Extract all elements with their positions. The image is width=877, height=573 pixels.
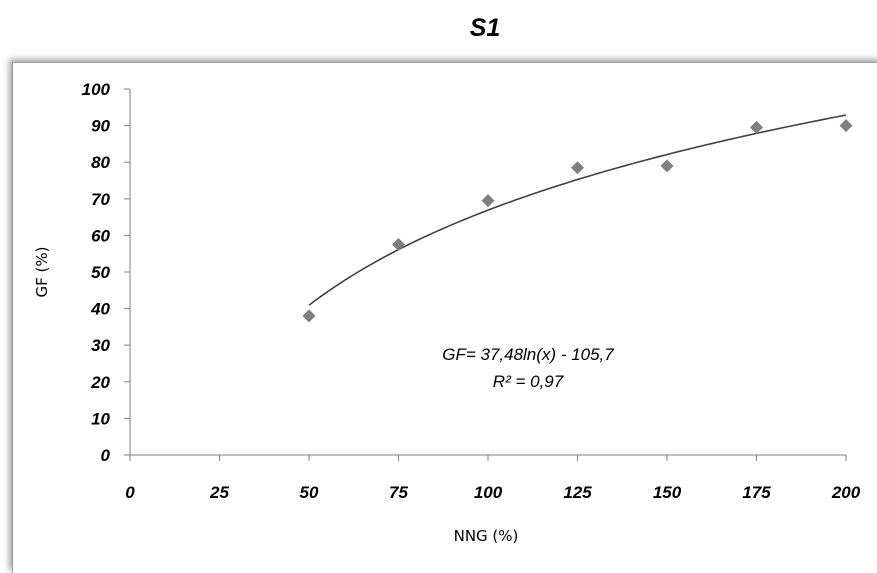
data-point xyxy=(571,161,584,175)
y-tick-label: 50 xyxy=(91,263,110,282)
y-tick-label: 40 xyxy=(90,300,110,319)
chart-frame xyxy=(12,62,877,573)
x-tick-label: 175 xyxy=(742,483,771,502)
chart: 0 10 20 30 40 50 60 70 80 90 100 0 25 50 75 100 125 150 1… xyxy=(33,80,861,545)
x-tick-label: 0 xyxy=(125,483,135,502)
y-tick-label: 10 xyxy=(91,409,110,428)
x-tick-label: 150 xyxy=(653,483,682,502)
x-tick-labels: 0 25 50 75 100 125 150 175 200 xyxy=(125,483,860,502)
y-tick-label: 80 xyxy=(91,153,110,172)
data-point xyxy=(660,159,674,173)
y-tick-label: 20 xyxy=(90,373,110,392)
axes xyxy=(124,88,847,461)
x-tick-label: 25 xyxy=(209,483,229,502)
data-point xyxy=(839,119,853,133)
data-points xyxy=(302,119,853,323)
chart-title: S1 xyxy=(469,14,501,42)
y-tick-label: 90 xyxy=(91,117,110,136)
y-tick-labels: 0 10 20 30 40 50 60 70 80 90 100 xyxy=(82,80,111,465)
data-point xyxy=(481,194,495,208)
equation-label: GF= 37,48ln(x) - 105,7 xyxy=(442,345,614,364)
trendline-group xyxy=(308,114,847,306)
x-tick-label: 125 xyxy=(563,483,592,502)
x-tick-label: 200 xyxy=(831,483,861,502)
data-point xyxy=(302,309,316,323)
y-tick-label: 0 xyxy=(101,446,111,465)
x-tick-label: 100 xyxy=(474,483,503,502)
r-squared-label: R² = 0,97 xyxy=(493,372,564,391)
y-tick-label: 100 xyxy=(82,80,111,99)
data-point xyxy=(392,238,405,252)
x-tick-label: 75 xyxy=(389,483,408,502)
x-tick-label: 50 xyxy=(300,483,319,502)
y-axis-label: GF (%) xyxy=(33,247,51,298)
x-axis-label: NNG (%) xyxy=(454,527,519,545)
data-point xyxy=(750,120,763,134)
y-tick-label: 70 xyxy=(91,190,110,209)
trendline xyxy=(308,114,847,306)
y-tick-label: 60 xyxy=(91,226,110,245)
y-tick-label: 30 xyxy=(91,336,110,355)
